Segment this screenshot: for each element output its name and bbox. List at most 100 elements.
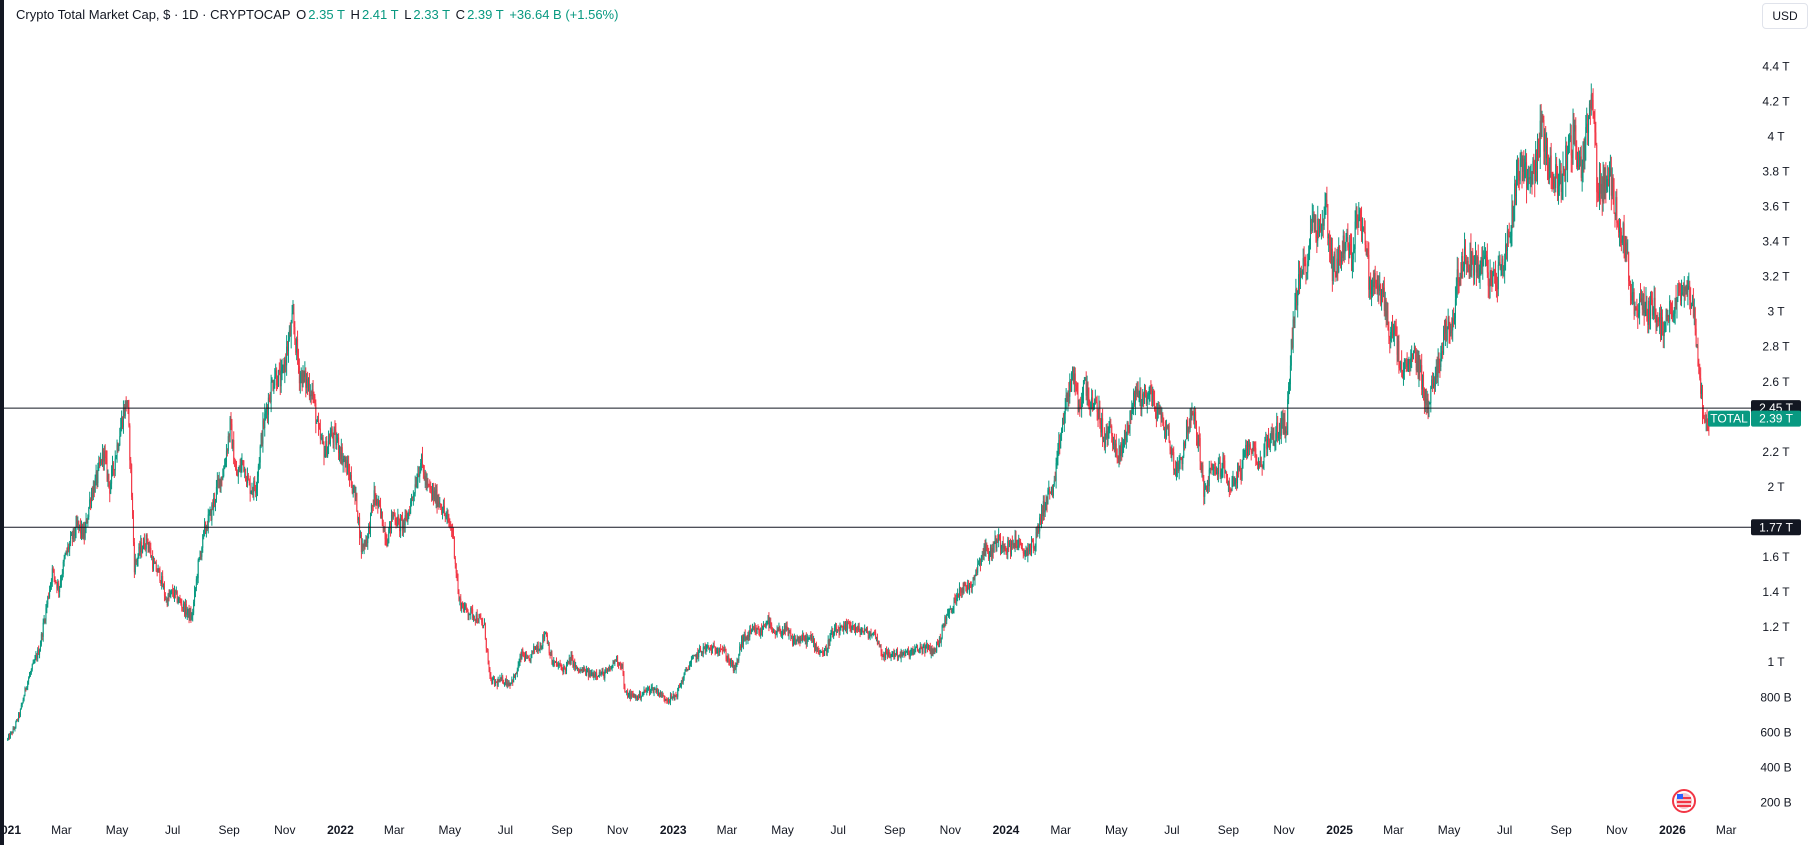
candle xyxy=(582,667,583,673)
candle xyxy=(446,511,447,519)
candle xyxy=(1641,289,1642,305)
candle xyxy=(41,632,42,647)
candle xyxy=(1655,287,1656,322)
candle xyxy=(1106,424,1107,440)
candle xyxy=(38,646,39,655)
candle xyxy=(117,442,118,452)
candle xyxy=(1364,218,1365,233)
candle xyxy=(51,578,52,590)
candle xyxy=(924,642,925,656)
candle xyxy=(821,651,822,653)
candle xyxy=(1462,249,1463,279)
candle xyxy=(1582,159,1583,191)
candle xyxy=(679,683,680,688)
time-axis-tick: Sep xyxy=(884,823,906,837)
candle xyxy=(1645,302,1646,317)
candle xyxy=(1219,454,1220,464)
candle xyxy=(934,648,935,655)
candle xyxy=(828,635,829,652)
candle xyxy=(1158,401,1159,418)
candle xyxy=(1300,268,1301,289)
candle xyxy=(1500,255,1501,271)
candle xyxy=(1266,434,1267,457)
candle xyxy=(984,540,985,556)
candle xyxy=(130,457,131,473)
candle xyxy=(656,685,657,694)
time-axis[interactable]: 2021MarMayJulSepNov2022MarMayJulSepNov20… xyxy=(4,823,1737,837)
candle xyxy=(1142,389,1143,407)
candle xyxy=(1027,543,1028,562)
candle xyxy=(314,394,315,407)
candle xyxy=(1096,397,1097,404)
candle xyxy=(1120,442,1121,461)
time-axis-tick: Nov xyxy=(274,823,295,837)
candle xyxy=(629,690,630,699)
candle xyxy=(1448,309,1449,330)
candle xyxy=(55,580,56,583)
price-chart[interactable]: 4.4 T4.2 T4 T3.8 T3.6 T3.4 T3.2 T3 T2.8 … xyxy=(4,0,1820,845)
candle xyxy=(1507,225,1508,262)
candle xyxy=(509,682,510,689)
us-flag-icon[interactable] xyxy=(1673,790,1695,812)
candle xyxy=(290,322,291,337)
candle xyxy=(357,510,358,523)
candle xyxy=(614,659,615,666)
legend-title[interactable]: Crypto Total Market Cap, $ · 1D · CRYPTO… xyxy=(16,7,291,22)
candle xyxy=(1230,487,1231,495)
candle xyxy=(949,608,950,619)
candle xyxy=(1490,270,1491,286)
candle xyxy=(1403,362,1404,386)
candle xyxy=(801,635,802,641)
candle xyxy=(1413,350,1414,359)
candle xyxy=(1427,391,1428,413)
candle xyxy=(438,494,439,510)
candle xyxy=(1558,174,1559,205)
candle xyxy=(854,624,855,633)
candle xyxy=(546,632,547,637)
candle xyxy=(920,642,921,653)
candle xyxy=(557,662,558,667)
candle xyxy=(790,628,791,641)
candle xyxy=(1167,425,1168,430)
candle xyxy=(1697,344,1698,348)
candle xyxy=(577,667,578,672)
candle xyxy=(989,551,990,564)
candle xyxy=(253,477,254,500)
candle xyxy=(195,587,196,597)
candle xyxy=(283,358,284,373)
candle xyxy=(1706,414,1707,431)
candle xyxy=(902,652,903,658)
candle xyxy=(196,576,197,591)
candle xyxy=(676,694,677,699)
candle xyxy=(1289,379,1290,394)
candle xyxy=(108,474,109,489)
candle xyxy=(1279,423,1280,445)
candle xyxy=(496,681,497,683)
price-axis-tick: 200 B xyxy=(1760,795,1791,809)
legend-high-value: 2.41 T xyxy=(362,7,399,22)
candle xyxy=(516,672,517,675)
candle xyxy=(1014,543,1015,549)
candle xyxy=(1554,176,1555,196)
candle xyxy=(1048,481,1049,495)
candle xyxy=(1267,435,1268,456)
candle xyxy=(398,514,399,525)
candle xyxy=(1036,527,1037,551)
candle xyxy=(72,531,73,546)
candle xyxy=(312,383,313,400)
candle xyxy=(765,623,766,628)
candle xyxy=(1005,546,1006,555)
candle xyxy=(1559,159,1560,196)
candle xyxy=(1335,248,1336,282)
candle xyxy=(932,645,933,656)
currency-button[interactable]: USD xyxy=(1762,3,1808,29)
candle xyxy=(338,433,339,460)
candle xyxy=(520,652,521,663)
candle xyxy=(1052,485,1053,498)
candle xyxy=(230,416,231,443)
candle xyxy=(235,459,236,470)
candle xyxy=(708,645,709,650)
candle xyxy=(372,505,373,513)
